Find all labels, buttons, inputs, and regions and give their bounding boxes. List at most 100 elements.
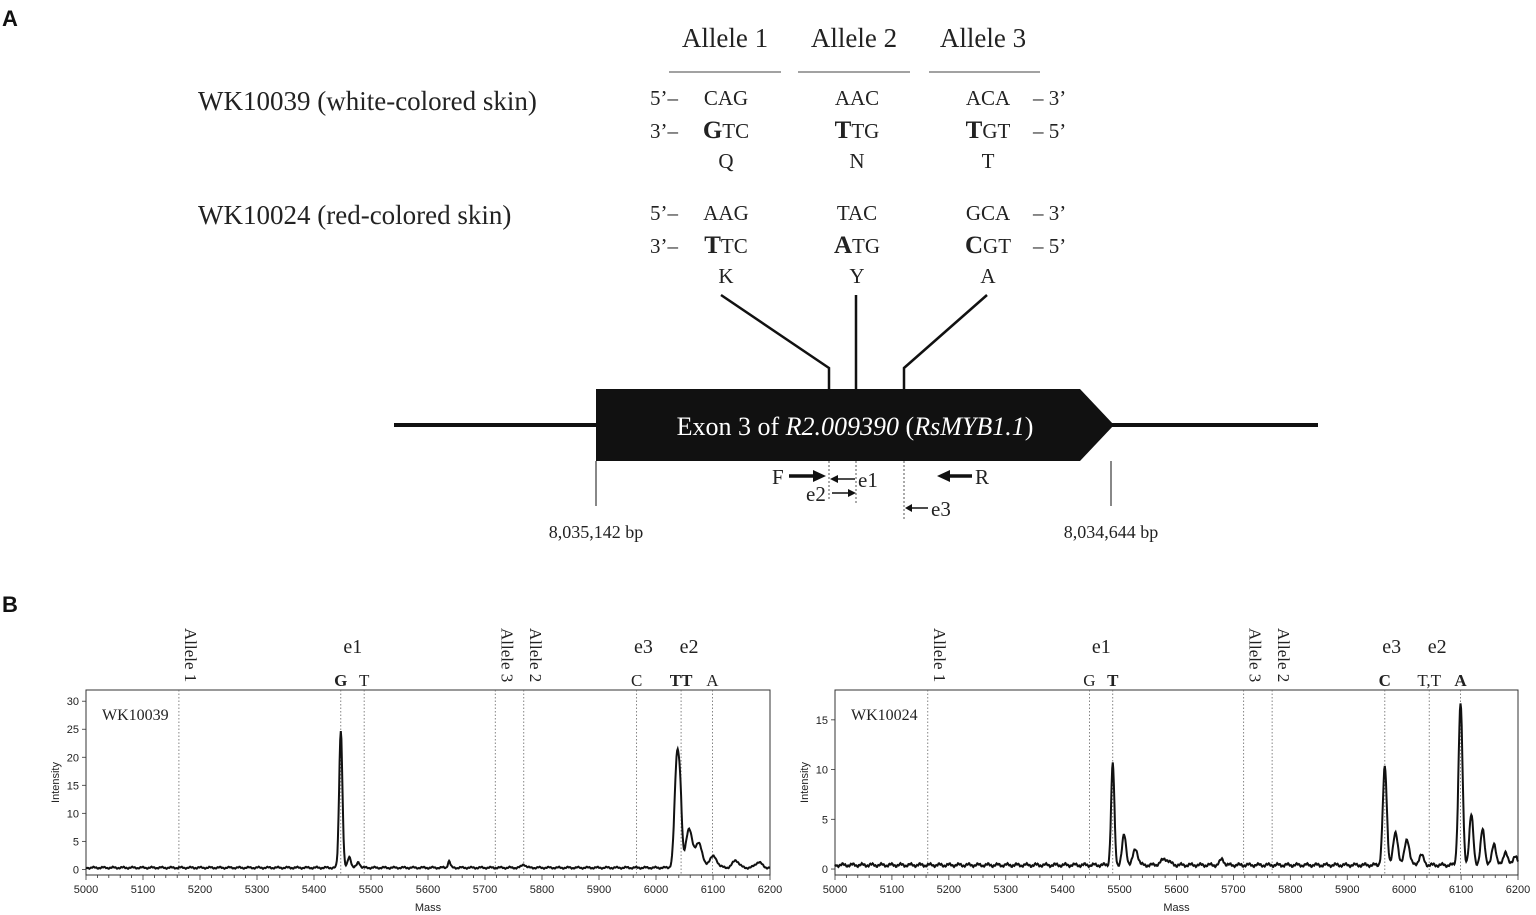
x-axis-label: Mass	[415, 902, 442, 914]
snp-base: T	[835, 117, 852, 144]
marker-label-t: T	[1107, 671, 1119, 690]
x-tick-label: 5900	[587, 884, 611, 896]
exon-label-prefix: Exon 3 of	[677, 412, 786, 441]
snp-connectors	[720, 293, 988, 390]
e3-label: e3	[931, 497, 951, 521]
marker-label-allele-1: Allele 1	[181, 628, 200, 682]
spectrum-trace	[834, 703, 1519, 869]
sample-wk10039: WK10039 (white-colored skin) 5’– CAG AAC…	[198, 86, 1066, 173]
exon-3-box	[596, 389, 1114, 461]
extension-label-e3: e3	[1382, 636, 1401, 658]
x-tick-label: 5100	[880, 884, 904, 896]
snp-base: T	[704, 232, 721, 259]
sample-label: WK10024	[851, 707, 918, 724]
reverse-primer: R	[937, 465, 989, 489]
codon-bottom-2: ATG	[834, 232, 880, 259]
panel-a-letter: A	[2, 6, 18, 31]
y-tick-label: 0	[822, 864, 828, 876]
extension-label-e1: e1	[1092, 636, 1111, 658]
exon-gene-name: RsMYB1.1	[913, 412, 1025, 441]
codon-rest: TC	[722, 119, 749, 143]
codon-rest: TC	[721, 234, 748, 258]
reverse-primer-label: R	[975, 465, 989, 489]
y-axis-label: Intensity	[50, 762, 62, 803]
primers: F e1 e2 e3 R	[772, 465, 989, 521]
x-tick-label: 6000	[1392, 884, 1416, 896]
x-tick-label: 5400	[1050, 884, 1074, 896]
strand-top-suffix: – 3’	[1032, 201, 1066, 225]
x-tick-label: 5200	[188, 884, 212, 896]
marker-label-a: A	[706, 671, 719, 690]
strand-bottom-prefix: 3’–	[650, 234, 678, 258]
strand-top-prefix: 5’–	[650, 201, 678, 225]
x-tick-label: 5300	[994, 884, 1018, 896]
y-tick-label: 0	[73, 864, 79, 876]
x-tick-label: 5600	[1164, 884, 1188, 896]
marker-label-allele-2: Allele 2	[1274, 628, 1293, 682]
marker-label-c: C	[631, 671, 642, 690]
start-coordinate: 8,035,142 bp	[549, 522, 644, 542]
codon-bottom-1: TTC	[704, 232, 748, 259]
codon-bottom-3: TGT	[966, 117, 1011, 144]
amino-acid-2: N	[849, 149, 864, 173]
marker-label-g: G	[1083, 671, 1095, 690]
y-tick-label: 15	[816, 715, 828, 727]
forward-arrow-head	[813, 470, 826, 482]
x-tick-label: 6200	[758, 884, 782, 896]
panel-b-letter: B	[2, 592, 18, 617]
marker-label-tt: T,T	[1417, 671, 1441, 690]
x-axis-label: Mass	[1163, 902, 1190, 914]
amino-acid-3: A	[980, 264, 996, 288]
strand-top-prefix: 5’–	[650, 86, 678, 110]
codon-bottom-3: CGT	[965, 232, 1011, 259]
exon-gene-close-paren: )	[1025, 412, 1034, 441]
x-tick-label: 5100	[131, 884, 155, 896]
strand-bottom-suffix: – 5’	[1032, 119, 1066, 143]
spectrum-wk10024: Allele 1 G T Allele 3 Allele 2 C T,T Ae1 e3 e2 500…	[799, 628, 1530, 914]
spectrum-wk10039: Allele 1 G T Allele 3 Allele 2 C TT Ae1 e3 e2 5000…	[50, 628, 782, 914]
marker-label-t: T	[359, 671, 370, 690]
sample-name: WK10024 (red-colored skin)	[198, 200, 511, 230]
panel-b: B Allele 1 G T Allele 3 Allele 2 C TT Ae1 e3 e250…	[2, 592, 1530, 914]
coordinate-ticks	[595, 461, 1112, 506]
x-tick-label: 5500	[359, 884, 383, 896]
snp-base: T	[966, 117, 983, 144]
codon-rest: TG	[851, 119, 879, 143]
y-tick-label: 15	[67, 780, 79, 792]
snp-base: A	[834, 232, 852, 259]
strand-bottom-suffix: – 5’	[1032, 234, 1066, 258]
extension-label-e2: e2	[680, 636, 699, 658]
panel-a: A Allele 1 Allele 2 Allele 3 WK10039 (wh…	[2, 6, 1318, 542]
spectrum-trace	[85, 731, 770, 871]
x-tick-label: 5900	[1335, 884, 1359, 896]
reverse-arrow-head	[937, 470, 950, 482]
snp-base: G	[703, 117, 722, 144]
codon-top-3: GCA	[966, 201, 1011, 225]
exon-gene-id: R2.009390	[785, 412, 899, 441]
allele-2-header: Allele 2	[811, 23, 897, 53]
exon-label: Exon 3 of R2.009390 (RsMYB1.1)	[677, 412, 1034, 441]
x-tick-label: 5000	[74, 884, 98, 896]
e1-arrow-head	[830, 475, 838, 483]
y-tick-label: 5	[822, 814, 828, 826]
x-tick-label: 5500	[1107, 884, 1131, 896]
x-tick-label: 6100	[701, 884, 725, 896]
codon-top-2: TAC	[837, 201, 877, 225]
marker-label-a: A	[1454, 671, 1467, 690]
x-tick-label: 5000	[823, 884, 847, 896]
x-tick-label: 5800	[1278, 884, 1302, 896]
codon-top-2: AAC	[835, 86, 879, 110]
amino-acid-2: Y	[849, 264, 864, 288]
snp-base: C	[965, 232, 983, 259]
y-tick-label: 20	[67, 752, 79, 764]
primer-guides	[828, 461, 905, 520]
codon-bottom-2: TTG	[835, 117, 880, 144]
y-tick-label: 10	[816, 765, 828, 777]
marker-label-allele-3: Allele 3	[1246, 628, 1265, 682]
x-tick-label: 5200	[937, 884, 961, 896]
strand-bottom-prefix: 3’–	[650, 119, 678, 143]
e2-arrow-head	[848, 489, 856, 497]
marker-label-g: G	[334, 671, 347, 690]
e3-arrow-head	[905, 504, 912, 512]
